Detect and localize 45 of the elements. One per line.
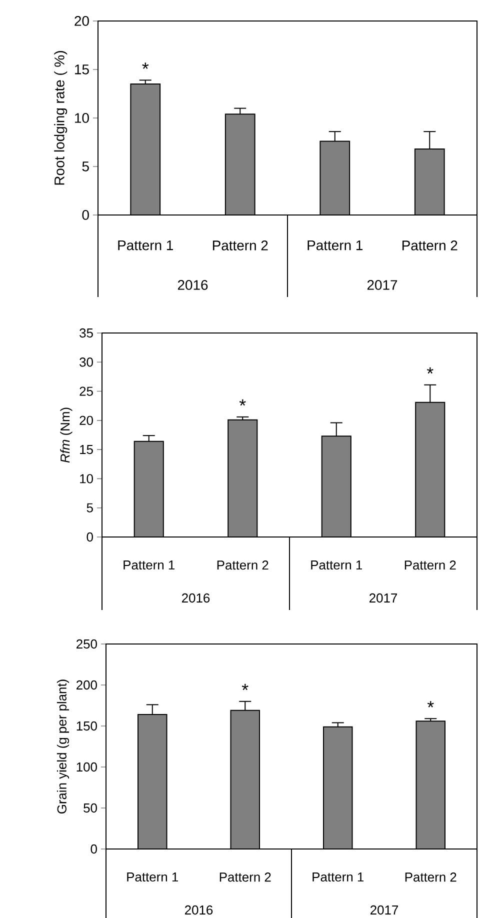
data-label: *	[242, 684, 248, 690]
data-label: *	[142, 62, 149, 69]
data-label: *	[239, 399, 246, 406]
y-tick-label: 10	[80, 474, 93, 484]
x-tick-label: Pattern 1	[308, 240, 362, 250]
text: 2017	[370, 593, 397, 603]
y-tick-label: 5	[86, 503, 93, 512]
x-tick-label: Pattern 2	[212, 240, 268, 250]
x-tick-label: Pattern 1	[311, 560, 362, 570]
x-tick-label: Pattern 1	[118, 240, 173, 250]
x-tick-label: Pattern 2	[220, 872, 271, 882]
y-tick-label: 20	[74, 16, 89, 26]
text: 2016	[182, 593, 210, 603]
data-label: *	[426, 367, 434, 374]
x-tick-label: Pattern 1	[127, 872, 178, 882]
y-tick-label: 10	[75, 113, 89, 123]
y-tick-label: 35	[80, 328, 93, 338]
text: 2017	[367, 280, 398, 290]
y-tick-label: 250	[76, 639, 97, 649]
text: 2017	[370, 905, 398, 915]
x-tick-label: Pattern 1	[124, 560, 175, 570]
x-tick-label: Pattern 2	[404, 560, 456, 570]
y-axis-title: Rfm (Nm)	[60, 408, 72, 463]
data-label: *	[427, 701, 434, 708]
y-axis-title: Grain yield (g per plant)	[56, 680, 70, 814]
y-tick-label: 20	[80, 416, 93, 426]
x-tick-label: Pattern 1	[312, 872, 364, 882]
y-tick-label: 30	[80, 358, 93, 367]
text: 2016	[178, 280, 208, 290]
y-tick-label: 15	[80, 445, 93, 454]
y-tick-label: 150	[76, 721, 97, 731]
y-axis-title: Root lodging rate ( %)	[54, 51, 68, 185]
y-tick-label: 25	[80, 386, 93, 396]
y-tick-label: 0	[86, 532, 93, 542]
y-tick-label: 200	[76, 680, 97, 690]
y-tick-label: 50	[84, 803, 97, 813]
y-tick-label: 0	[82, 210, 89, 220]
x-tick-label: Pattern 2	[405, 872, 456, 882]
y-tick-label: 0	[90, 844, 97, 854]
y-tick-label: 100	[76, 762, 97, 772]
x-tick-label: Pattern 2	[402, 240, 458, 250]
y-tick-label: 15	[75, 64, 89, 74]
text: 2016	[185, 905, 213, 915]
x-tick-label: Pattern 2	[217, 560, 268, 570]
y-tick-label: 5	[82, 162, 89, 172]
